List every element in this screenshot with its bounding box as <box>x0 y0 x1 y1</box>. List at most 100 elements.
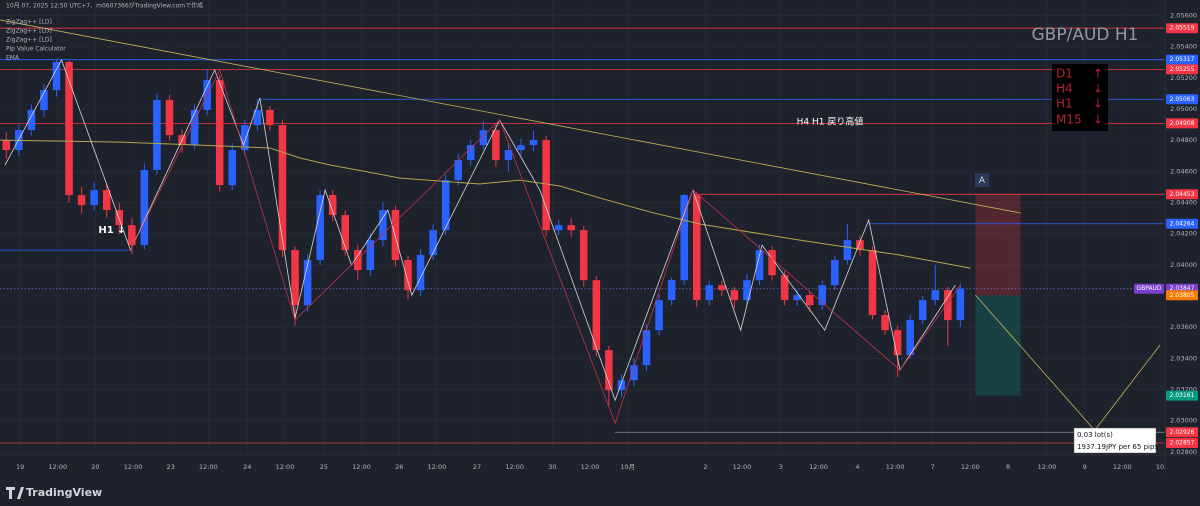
y-tick-label: 2.05000 <box>1170 105 1197 113</box>
price-label: 2.04453 <box>1170 191 1195 198</box>
annotation: H4 H1 戻り高値 <box>797 116 864 128</box>
x-tick-label: 12:00 <box>48 463 67 471</box>
candle-body <box>931 290 940 301</box>
trend-dir: ↑ <box>1093 67 1103 81</box>
indicator[interactable]: ZigZag++ [LD] <box>6 19 52 26</box>
candle-body <box>579 230 588 281</box>
y-tick-label: 2.04400 <box>1170 199 1197 207</box>
x-tick-label: 25 <box>320 463 328 471</box>
x-tick-label: 27 <box>473 463 481 471</box>
candle-body <box>642 330 651 366</box>
symbol-label: GBPAUD <box>1136 285 1161 292</box>
x-tick-label: 12:00 <box>886 463 905 471</box>
x-tick-label: 24 <box>243 463 251 471</box>
x-tick-label: 10月 <box>620 463 635 471</box>
y-tick-label: 2.03200 <box>1170 386 1197 394</box>
candle-body <box>831 260 839 286</box>
candle-body <box>944 290 952 321</box>
y-tick-label: 2.05600 <box>1170 12 1197 20</box>
candle-body <box>404 260 412 291</box>
indicator[interactable]: ZigZag++ [LD] <box>6 28 52 35</box>
x-tick-label: 4 <box>855 463 859 471</box>
x-tick-label: 26 <box>395 463 403 471</box>
candle-body <box>165 100 174 136</box>
candle-body <box>718 285 726 291</box>
indicator[interactable]: EMA <box>6 55 20 62</box>
candle-body <box>90 190 98 206</box>
candle-body <box>517 145 525 151</box>
position-info: 1937.19JPY per 65 pips <box>1077 443 1158 451</box>
brand: TradingView <box>6 486 102 499</box>
candle-body <box>429 230 437 256</box>
price-label-box <box>1166 438 1198 449</box>
candle-body <box>893 330 902 356</box>
candle-body <box>843 240 852 261</box>
x-tick-label: 3 <box>779 463 783 471</box>
overlay-line <box>130 68 961 425</box>
indicator-legend: ZigZag++ [LD] ZigZag++ [LD] ZigZag++ [LD… <box>6 19 66 62</box>
overlay-line <box>0 139 971 269</box>
y-tick-label: 2.04600 <box>1170 167 1197 175</box>
candle-body <box>805 295 814 306</box>
candle-body <box>215 80 224 186</box>
candle-body <box>542 140 550 231</box>
candle-body <box>492 130 500 161</box>
x-tick-label: 30 <box>548 463 556 471</box>
indicator[interactable]: Pip Value Calculator <box>6 46 66 53</box>
candle-body <box>793 295 801 301</box>
candle-body <box>278 125 287 251</box>
plot-area <box>0 0 1165 455</box>
x-tick-label: 12:00 <box>1113 463 1132 471</box>
x-tick-label: 2 <box>703 463 707 471</box>
annotation: A <box>979 176 986 186</box>
header: 10月 07, 2025 12:50 UTC+7、m0607366がTradin… <box>6 2 203 10</box>
y-tick-label: 2.03400 <box>1170 354 1197 362</box>
candle-body <box>140 170 149 246</box>
candle-body <box>266 110 274 126</box>
candle-body <box>40 90 48 111</box>
x-tick-label: 19 <box>16 463 24 471</box>
x-tick-label: 12:00 <box>733 463 752 471</box>
candle-body <box>818 285 827 306</box>
x-tick-label: 12:00 <box>505 463 524 471</box>
price-label: 2.04908 <box>1170 120 1195 127</box>
x-tick-label: 12:00 <box>1038 463 1057 471</box>
candle-body <box>918 300 927 321</box>
y-tick-label: 2.02800 <box>1170 448 1197 456</box>
price-label: 2.05063 <box>1170 96 1195 103</box>
candle-body <box>65 62 73 196</box>
candle-body <box>253 110 262 126</box>
candle-body <box>441 180 450 231</box>
indicator[interactable]: ZigZag++ [LD] <box>6 37 52 44</box>
x-tick-label: 23 <box>167 463 175 471</box>
trend-tf: H4 <box>1056 82 1073 96</box>
candle-body <box>617 380 626 391</box>
price-label-box <box>1166 54 1198 65</box>
price-label: 2.05255 <box>1170 66 1195 73</box>
price-label-box <box>1166 118 1198 129</box>
candle-body <box>102 190 111 211</box>
price-label: 2.02857 <box>1170 440 1195 447</box>
candle-body <box>906 320 914 356</box>
candle-body <box>467 145 475 161</box>
annotation: H1 ↓ <box>98 225 125 236</box>
candle-body <box>228 150 237 186</box>
candle-body <box>730 290 739 301</box>
y-tick-label: 2.05200 <box>1170 74 1197 82</box>
x-tick-label: 12:00 <box>276 463 295 471</box>
y-tick-label: 2.05400 <box>1170 43 1197 51</box>
candle-body <box>2 140 11 151</box>
brand-logo <box>6 487 24 499</box>
x-tick-label: 10 <box>1156 463 1164 471</box>
chart-title: GBP/AUD H1 <box>1032 25 1139 45</box>
price-label: 2.03847 <box>1170 285 1195 292</box>
candle-body <box>391 210 400 261</box>
candle-body <box>479 130 488 146</box>
candle-body <box>605 350 613 391</box>
candle-body <box>303 260 312 306</box>
candle-body <box>354 250 362 271</box>
x-tick-label: 8 <box>1006 463 1010 471</box>
y-tick-label: 2.04200 <box>1170 230 1197 238</box>
